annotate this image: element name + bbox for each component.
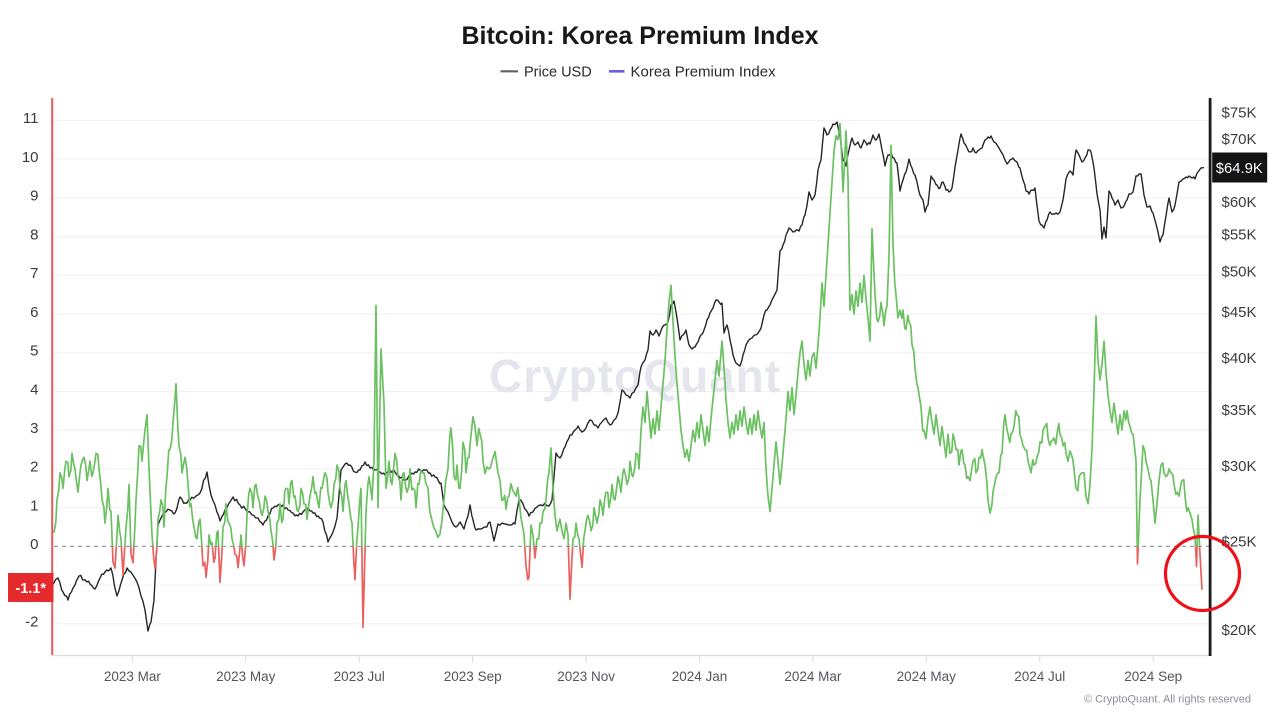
svg-text:Korea Premium Index: Korea Premium Index [631,64,777,81]
svg-text:2: 2 [30,459,38,476]
svg-text:0: 0 [30,536,38,553]
svg-text:$40K: $40K [1222,350,1257,367]
svg-text:$25K: $25K [1222,533,1257,550]
svg-text:$70K: $70K [1222,131,1257,148]
svg-text:$30K: $30K [1222,458,1257,475]
svg-text:7: 7 [30,265,38,282]
svg-text:4: 4 [30,381,38,398]
svg-text:11: 11 [23,110,39,127]
svg-text:Price USD: Price USD [524,65,592,81]
svg-text:2024 Mar: 2024 Mar [784,669,842,684]
svg-text:$35K: $35K [1222,402,1257,419]
svg-text:2024 Jul: 2024 Jul [1014,669,1065,684]
svg-text:2024 May: 2024 May [897,669,957,684]
svg-text:$64.9K: $64.9K [1216,161,1263,177]
svg-text:6: 6 [30,304,38,321]
svg-text:2023 Jul: 2023 Jul [334,669,385,684]
svg-text:2023 Mar: 2023 Mar [104,669,162,684]
svg-text:10: 10 [22,149,39,166]
svg-text:$60K: $60K [1222,194,1257,211]
svg-text:CryptoQuant: CryptoQuant [489,350,781,402]
svg-text:9: 9 [30,188,38,205]
svg-text:8: 8 [30,226,38,243]
svg-text:$45K: $45K [1222,304,1257,321]
svg-text:3: 3 [30,420,38,437]
svg-text:$50K: $50K [1222,264,1257,281]
svg-text:-2: -2 [25,614,38,631]
svg-text:2024 Jan: 2024 Jan [672,669,728,684]
svg-text:-1.1*: -1.1* [15,581,46,597]
svg-text:2024 Sep: 2024 Sep [1124,669,1182,684]
svg-text:2023 May: 2023 May [216,669,276,684]
svg-text:$55K: $55K [1222,227,1257,244]
svg-text:2023 Nov: 2023 Nov [557,669,615,684]
svg-text:$20K: $20K [1222,622,1257,639]
svg-text:© CryptoQuant. All rights rese: © CryptoQuant. All rights reserved [1084,694,1251,706]
svg-text:2023 Sep: 2023 Sep [444,669,502,684]
svg-text:1: 1 [30,498,38,515]
svg-text:5: 5 [30,343,38,360]
svg-text:$75K: $75K [1222,104,1257,121]
svg-text:Bitcoin: Korea Premium Index: Bitcoin: Korea Premium Index [461,22,818,50]
